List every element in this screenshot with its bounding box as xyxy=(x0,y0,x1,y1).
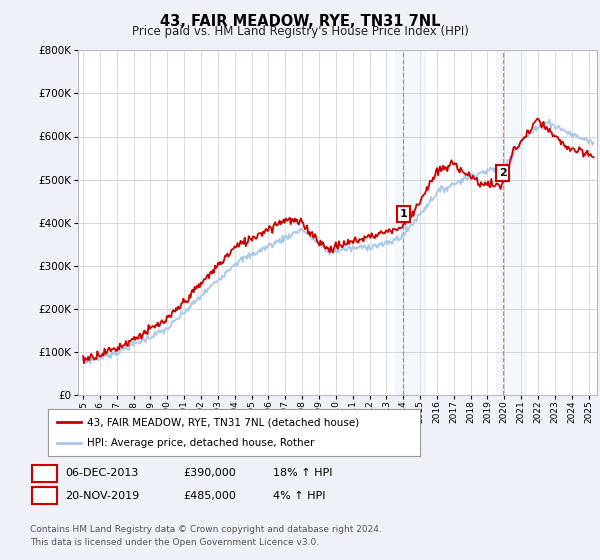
Text: Contains HM Land Registry data © Crown copyright and database right 2024.
This d: Contains HM Land Registry data © Crown c… xyxy=(30,525,382,547)
Text: 2: 2 xyxy=(499,168,506,178)
Text: Price paid vs. HM Land Registry's House Price Index (HPI): Price paid vs. HM Land Registry's House … xyxy=(131,25,469,38)
Text: 43, FAIR MEADOW, RYE, TN31 7NL (detached house): 43, FAIR MEADOW, RYE, TN31 7NL (detached… xyxy=(87,417,359,427)
Text: £390,000: £390,000 xyxy=(183,468,236,478)
Text: £485,000: £485,000 xyxy=(183,491,236,501)
Text: HPI: Average price, detached house, Rother: HPI: Average price, detached house, Roth… xyxy=(87,438,314,448)
Text: 2: 2 xyxy=(41,491,48,501)
Text: 1: 1 xyxy=(400,209,407,219)
Text: 4% ↑ HPI: 4% ↑ HPI xyxy=(273,491,325,501)
Text: 20-NOV-2019: 20-NOV-2019 xyxy=(65,491,139,501)
Text: 18% ↑ HPI: 18% ↑ HPI xyxy=(273,468,332,478)
Text: 43, FAIR MEADOW, RYE, TN31 7NL: 43, FAIR MEADOW, RYE, TN31 7NL xyxy=(160,14,440,29)
Bar xyxy=(496,50,524,395)
Text: 06-DEC-2013: 06-DEC-2013 xyxy=(65,468,138,478)
Text: 1: 1 xyxy=(41,468,48,478)
Bar xyxy=(395,50,425,395)
